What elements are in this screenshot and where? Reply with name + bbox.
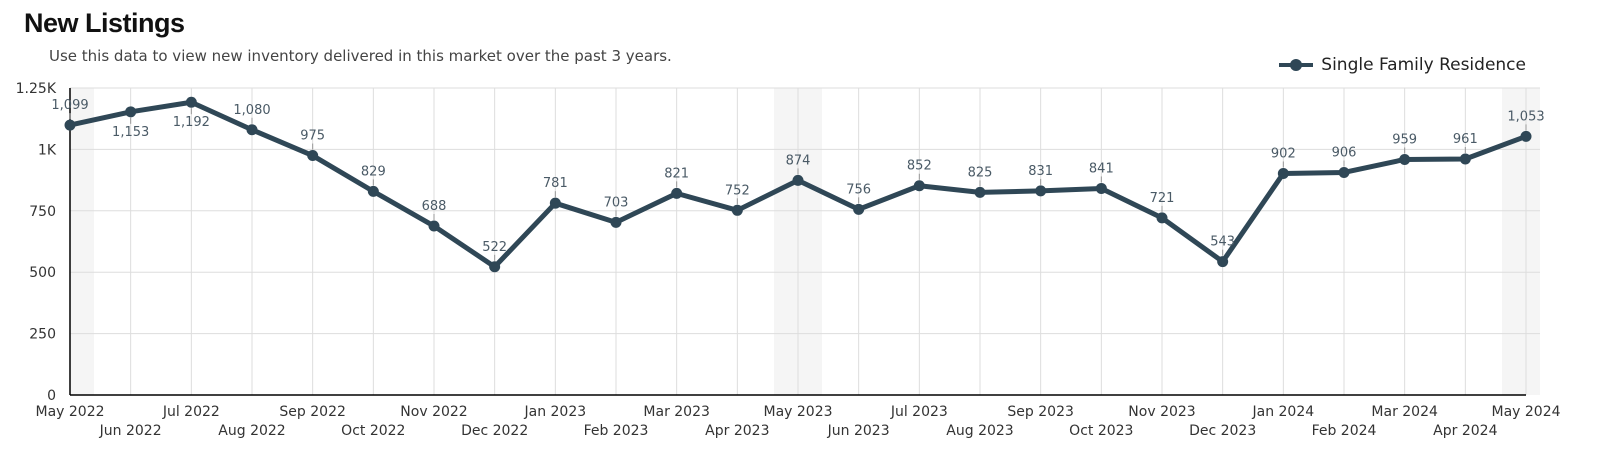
- x-tick-label: Jul 2023: [890, 404, 948, 420]
- data-label: 975: [300, 129, 325, 144]
- data-label: 959: [1392, 132, 1417, 147]
- x-tick-label: Apr 2023: [705, 423, 769, 439]
- x-tick-label: Apr 2024: [1433, 423, 1497, 439]
- chart-legend[interactable]: Single Family Residence: [1279, 55, 1526, 75]
- x-tick-label: Feb 2023: [584, 423, 649, 439]
- data-point: [307, 150, 319, 162]
- data-point: [1459, 153, 1471, 165]
- data-point: [1520, 130, 1532, 142]
- data-label: 522: [482, 240, 507, 255]
- data-label: 874: [786, 153, 811, 168]
- x-tick-label: Feb 2024: [1312, 423, 1377, 439]
- y-tick-label: 1K: [38, 142, 57, 158]
- x-tick-label: May 2023: [763, 404, 832, 420]
- x-tick-label: Sep 2023: [1007, 404, 1073, 420]
- data-point: [246, 124, 258, 136]
- x-tick-label: Dec 2022: [461, 423, 528, 439]
- data-point: [367, 185, 379, 197]
- legend-line-marker-icon: [1279, 59, 1314, 71]
- data-label: 688: [422, 199, 447, 214]
- data-point: [1156, 212, 1168, 224]
- data-point: [671, 187, 683, 199]
- data-label: 543: [1210, 235, 1235, 250]
- data-label: 825: [968, 165, 993, 180]
- data-label: 841: [1089, 161, 1114, 176]
- x-tick-label: Aug 2023: [946, 423, 1013, 439]
- data-label: 829: [361, 164, 386, 179]
- data-point: [64, 119, 76, 131]
- x-tick-label: Jul 2022: [162, 404, 220, 420]
- x-tick-label: Dec 2023: [1189, 423, 1256, 439]
- y-tick-label: 500: [29, 265, 56, 281]
- y-tick-label: 750: [29, 204, 56, 220]
- highlight-band: [1502, 88, 1540, 395]
- data-point: [125, 106, 137, 118]
- data-label: 852: [907, 159, 932, 174]
- data-label: 1,153: [112, 125, 149, 140]
- data-point: [1217, 256, 1229, 268]
- x-tick-label: Jun 2023: [827, 423, 890, 439]
- data-point: [731, 204, 743, 216]
- page-subtitle: Use this data to view new inventory deli…: [49, 47, 672, 65]
- data-point: [489, 261, 501, 273]
- data-label: 781: [543, 176, 568, 191]
- x-tick-label: May 2024: [1491, 404, 1560, 420]
- x-tick-label: Nov 2022: [400, 404, 467, 420]
- x-tick-label: Nov 2023: [1128, 404, 1195, 420]
- data-point: [913, 180, 925, 192]
- x-tick-label: Sep 2022: [279, 404, 345, 420]
- data-label: 1,080: [233, 103, 270, 118]
- data-label: 1,099: [51, 98, 88, 113]
- y-tick-label: 250: [29, 327, 56, 343]
- data-label: 703: [604, 195, 629, 210]
- data-point: [792, 174, 804, 186]
- data-point: [185, 96, 197, 108]
- page-title: New Listings: [24, 8, 185, 38]
- data-label: 752: [725, 183, 750, 198]
- data-point: [610, 216, 622, 228]
- data-label: 1,192: [173, 115, 210, 130]
- data-label: 831: [1028, 164, 1053, 179]
- data-label: 821: [664, 166, 689, 181]
- x-tick-label: Jun 2022: [99, 423, 162, 439]
- data-label: 756: [846, 182, 871, 197]
- data-point: [974, 186, 986, 198]
- y-tick-label: 1.25K: [16, 81, 57, 97]
- legend-label: Single Family Residence: [1321, 55, 1526, 75]
- data-label: 1,053: [1507, 109, 1544, 124]
- x-tick-label: Oct 2022: [341, 423, 405, 439]
- data-point: [549, 197, 561, 209]
- data-label: 906: [1332, 145, 1357, 160]
- data-point: [853, 203, 865, 215]
- data-label: 902: [1271, 146, 1296, 161]
- data-point: [1095, 182, 1107, 194]
- data-label: 721: [1150, 191, 1175, 206]
- x-tick-label: Oct 2023: [1069, 423, 1133, 439]
- highlight-band: [70, 88, 94, 395]
- x-tick-label: Mar 2024: [1371, 404, 1438, 420]
- x-tick-label: Jan 2023: [523, 404, 586, 420]
- x-tick-label: Jan 2024: [1251, 404, 1314, 420]
- data-point: [1399, 153, 1411, 165]
- data-point: [428, 220, 440, 232]
- y-tick-label: 0: [47, 388, 56, 404]
- data-point: [1277, 167, 1289, 179]
- x-tick-label: Mar 2023: [643, 404, 710, 420]
- data-label: 961: [1453, 132, 1478, 147]
- data-point: [1035, 185, 1047, 197]
- x-tick-label: Aug 2022: [218, 423, 285, 439]
- data-point: [1338, 166, 1350, 178]
- x-tick-label: May 2022: [35, 404, 104, 420]
